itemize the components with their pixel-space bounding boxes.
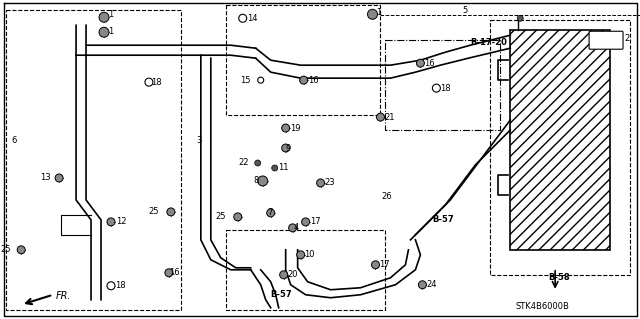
Circle shape [376,113,385,121]
Circle shape [267,209,275,217]
Text: 25: 25 [148,207,159,216]
Circle shape [55,174,63,182]
Text: 9: 9 [285,144,291,152]
Circle shape [234,213,242,221]
Text: 22: 22 [238,159,249,167]
Text: 23: 23 [324,178,335,188]
Circle shape [371,261,380,269]
Circle shape [280,271,287,279]
Text: 12: 12 [116,217,127,226]
Text: 16: 16 [308,76,318,85]
Circle shape [417,59,424,67]
Text: 11: 11 [278,163,288,173]
Text: 13: 13 [40,174,51,182]
Text: 10: 10 [303,250,314,259]
Circle shape [297,251,305,259]
Text: 2: 2 [624,34,629,43]
Text: 5: 5 [462,6,468,15]
Text: B-57: B-57 [271,290,292,299]
Circle shape [165,269,173,277]
Circle shape [107,218,115,226]
Text: 18: 18 [115,281,125,290]
Text: B-58: B-58 [548,273,570,282]
Text: B-57: B-57 [433,215,454,224]
Text: 1: 1 [108,27,113,36]
Circle shape [255,160,260,166]
Circle shape [99,27,109,37]
Bar [226,5,381,115]
Circle shape [301,218,310,226]
Text: B-17-20: B-17-20 [470,38,507,47]
Circle shape [367,9,378,19]
Circle shape [99,12,109,22]
Circle shape [317,179,324,187]
FancyBboxPatch shape [589,31,623,49]
Bar [510,30,610,250]
Text: 21: 21 [385,113,395,122]
Text: 7: 7 [268,208,273,218]
Circle shape [282,124,290,132]
Circle shape [289,224,297,232]
Text: STK4B6000B: STK4B6000B [515,302,569,311]
Text: 19: 19 [290,123,300,133]
Circle shape [517,15,524,21]
Text: 20: 20 [287,270,298,279]
Text: 1: 1 [376,8,381,17]
Text: 4: 4 [294,223,299,232]
Circle shape [419,281,426,289]
Text: 25: 25 [1,245,11,254]
Text: 1: 1 [108,10,113,19]
Text: FR.: FR. [56,291,72,301]
Text: 24: 24 [426,280,437,289]
Text: 3: 3 [196,136,201,145]
Circle shape [17,246,25,254]
Text: 25: 25 [215,212,226,221]
Bar [385,40,500,130]
Text: 6: 6 [11,136,17,145]
Bar [490,20,630,275]
Text: 26: 26 [381,192,392,201]
Bar [6,10,181,310]
Circle shape [282,144,290,152]
Text: 18: 18 [151,78,161,87]
Text: 18: 18 [440,84,451,93]
Text: 14: 14 [247,14,257,23]
Circle shape [300,76,308,84]
Text: 15: 15 [240,76,251,85]
Circle shape [167,208,175,216]
Circle shape [258,176,268,186]
Text: 16: 16 [169,268,179,277]
Text: 16: 16 [424,59,435,68]
Text: 8: 8 [253,176,259,185]
Text: 17: 17 [380,260,390,269]
Bar [226,230,385,310]
Circle shape [272,165,278,171]
Text: 17: 17 [310,217,320,226]
